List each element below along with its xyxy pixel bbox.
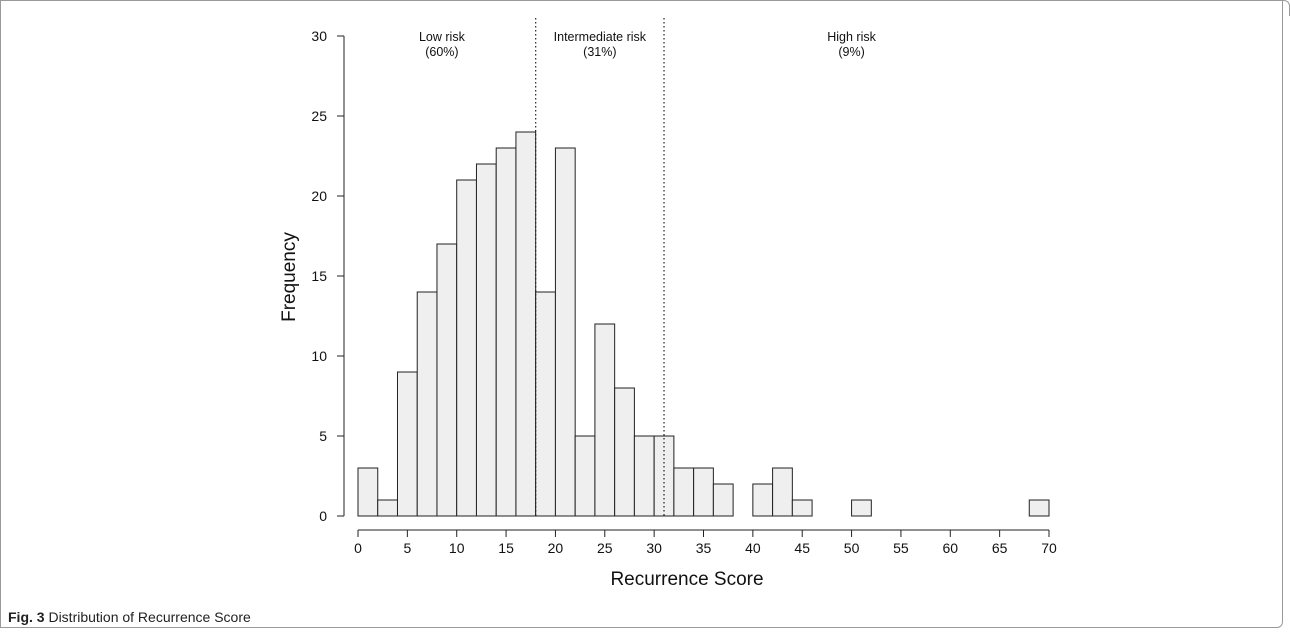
histogram-bar (653, 435, 675, 517)
x-axis: 0 5 10 15 20 25 30 35 40 45 50 55 60 65 70 (354, 529, 1057, 556)
x-tick-label: 5 (403, 540, 411, 556)
y-axis: 0 5 10 15 20 25 30 (311, 28, 345, 524)
histogram-bar (416, 291, 438, 517)
risk-region-label: Intermediate risk (554, 30, 647, 44)
risk-region-percent: (9%) (838, 45, 864, 59)
histogram-bar (357, 467, 379, 517)
histogram-bar (633, 435, 655, 517)
y-tick-label: 10 (311, 348, 327, 364)
y-axis-label: Frequency (279, 232, 300, 322)
histogram-bar (614, 387, 635, 517)
x-tick-label: 55 (893, 540, 909, 556)
risk-region-label: Low risk (419, 30, 466, 44)
histogram-chart: 0 5 10 15 20 25 30 0 5 10 15 20 25 30 35 40 45 50 55 60 65 7… (279, 18, 1057, 590)
histogram-bar (377, 499, 398, 517)
histogram-bar (456, 179, 477, 517)
histogram-bar (594, 323, 616, 517)
histogram-bar (851, 499, 872, 517)
histogram-bar (475, 163, 497, 517)
histogram-bar (1028, 499, 1050, 517)
y-tick-label: 15 (311, 268, 327, 284)
bars-group (357, 131, 1050, 517)
histogram-bar (495, 147, 517, 517)
figure-caption: Fig. 3 Distribution of Recurrence Score (8, 609, 251, 625)
cutoff-lines-group (535, 18, 665, 516)
x-tick-label: 45 (794, 540, 810, 556)
histogram-bar (673, 467, 695, 517)
x-tick-label: 70 (1041, 540, 1057, 556)
y-tick-label: 5 (319, 428, 327, 444)
x-tick-label: 0 (354, 540, 362, 556)
histogram-bar (693, 467, 714, 517)
y-tick-label: 20 (311, 188, 327, 204)
x-tick-label: 25 (597, 540, 613, 556)
histogram-bar (772, 467, 793, 517)
risk-region-percent: (60%) (425, 45, 458, 59)
histogram-bar (712, 483, 734, 517)
x-tick-label: 15 (498, 540, 514, 556)
figure-frame-left (0, 0, 1, 628)
histogram-bar (535, 291, 556, 517)
x-tick-label: 35 (696, 540, 712, 556)
x-tick-label: 40 (745, 540, 761, 556)
risk-region-label: High risk (827, 30, 876, 44)
x-axis-label: Recurrence Score (610, 569, 763, 590)
y-tick-label: 30 (311, 28, 327, 44)
y-tick-label: 0 (319, 508, 327, 524)
histogram-bar (436, 243, 458, 517)
histogram-bar (515, 131, 537, 517)
figure-caption-text: Distribution of Recurrence Score (48, 609, 251, 625)
x-tick-label: 50 (844, 540, 860, 556)
histogram-bar (554, 147, 576, 517)
histogram-bar (574, 435, 596, 517)
histogram-bar (752, 483, 774, 517)
x-tick-label: 10 (449, 540, 465, 556)
figure-caption-label: Fig. 3 (8, 609, 45, 625)
y-tick-label: 25 (311, 108, 327, 124)
x-tick-label: 20 (548, 540, 564, 556)
x-tick-label: 65 (992, 540, 1008, 556)
risk-region-labels: Low risk(60%) Intermediate risk(31%) High … (419, 30, 877, 59)
histogram-bar (396, 371, 418, 517)
risk-region-percent: (31%) (583, 45, 616, 59)
histogram-bar (791, 499, 813, 517)
x-tick-label: 60 (942, 540, 958, 556)
x-tick-label: 30 (646, 540, 662, 556)
